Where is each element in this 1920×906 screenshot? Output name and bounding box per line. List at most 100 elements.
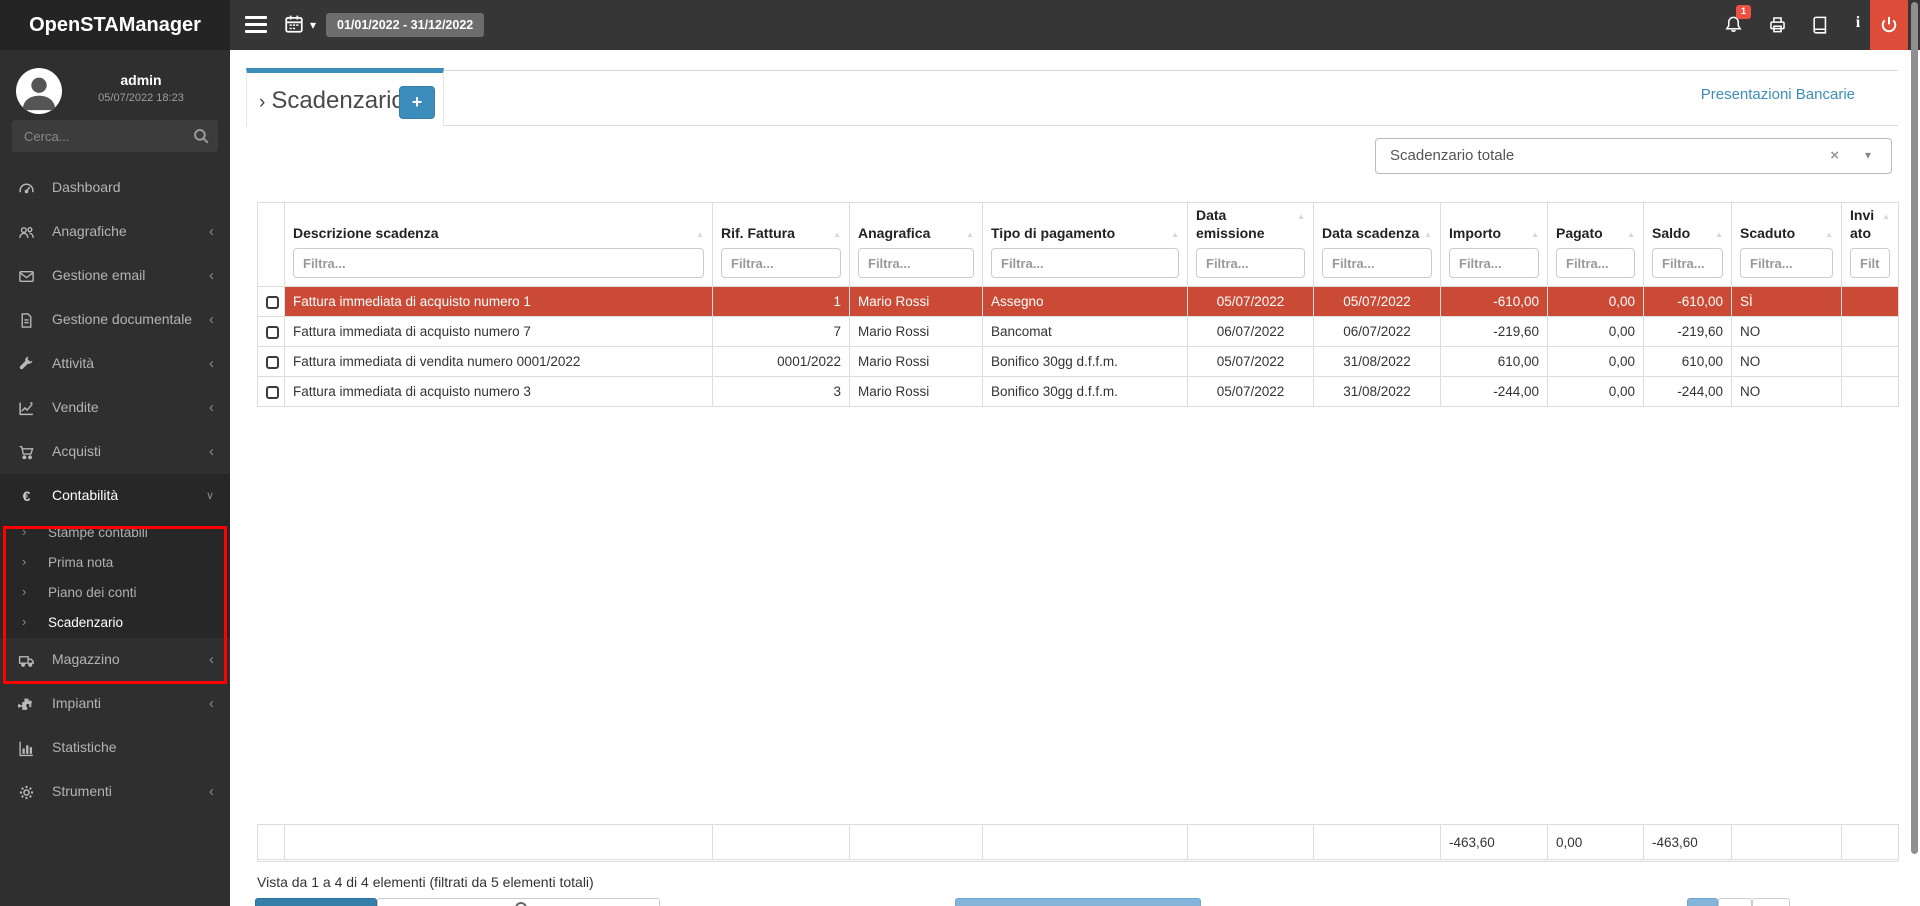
sidebar: admin 05/07/2022 18:23 Dashboard	[0, 50, 230, 906]
presentazioni-bancarie-link[interactable]: Presentazioni Bancarie	[1700, 86, 1855, 103]
filter-tipo-pagamento-input[interactable]	[991, 248, 1179, 278]
filter-inviato-input[interactable]	[1850, 248, 1890, 278]
search-input[interactable]	[12, 120, 188, 152]
bulk-action-button-partial[interactable]	[255, 898, 377, 906]
sidebar-item-anagrafiche[interactable]: Anagrafiche ‹	[0, 210, 230, 254]
header-rif-fattura[interactable]: ▲ Rif. Fattura	[712, 202, 850, 287]
table-row[interactable]: Fattura immediata di acquisto numero 7 7…	[257, 316, 1899, 347]
header-scaduto[interactable]: ▲ Scaduto	[1731, 202, 1842, 287]
chevron-icon: ‹	[209, 267, 214, 284]
submenu-arrow-icon: ›	[22, 554, 27, 569]
sidebar-subitem-scadenzario[interactable]: › Scadenzario	[22, 614, 124, 630]
submenu-arrow-icon: ›	[22, 584, 27, 599]
sidebar-item-dashboard[interactable]: Dashboard	[0, 166, 230, 210]
total-pagato: 0,00	[1547, 824, 1644, 861]
row-checkbox[interactable]	[266, 385, 279, 399]
chevron-icon: ‹	[209, 399, 214, 416]
card-top-border	[246, 70, 1898, 71]
info-button[interactable]: i	[1852, 14, 1864, 34]
header-saldo[interactable]: ▲ Saldo	[1643, 202, 1732, 287]
filter-scaduto-input[interactable]	[1740, 248, 1833, 278]
chevron-icon: ‹	[209, 355, 214, 372]
page-title: › Scadenzario	[259, 87, 405, 114]
table-row[interactable]: Fattura immediata di vendita numero 0001…	[257, 346, 1899, 377]
sidebar-item-magazzino[interactable]: Magazzino ‹	[0, 638, 230, 682]
sidebar-toggle-button[interactable]	[245, 16, 267, 34]
header-importo[interactable]: ▲ Importo	[1440, 202, 1548, 287]
scrollbar-thumb[interactable]	[1911, 2, 1918, 854]
filter-rif-fattura-input[interactable]	[721, 248, 841, 278]
filter-pagato-input[interactable]	[1556, 248, 1635, 278]
sidebar-item-gestione-email[interactable]: Gestione email ‹	[0, 254, 230, 298]
table-row[interactable]: Fattura immediata di acquisto numero 1 1…	[257, 286, 1899, 317]
header-pagato[interactable]: ▲ Pagato	[1547, 202, 1644, 287]
calendar-icon	[284, 14, 324, 34]
chevron-icon: ‹	[209, 223, 214, 240]
sidebar-subitem-prima-nota[interactable]: › Prima nota	[22, 554, 114, 570]
center-button-partial[interactable]	[955, 898, 1201, 906]
bar-chart-icon	[18, 740, 35, 757]
sidebar-item-acquisti[interactable]: Acquisti ‹	[0, 430, 230, 474]
header-descrizione[interactable]: ▲ Descrizione scadenza	[284, 202, 713, 287]
view-select-value: Scadenzario totale	[1390, 147, 1515, 164]
header-anagrafica[interactable]: ▲ Anagrafica	[849, 202, 983, 287]
chevron-down-icon: ∨	[205, 490, 214, 502]
row-checkbox[interactable]	[266, 325, 279, 339]
calendar-menu-button[interactable]: ▾	[284, 14, 324, 34]
tab-scadenzario[interactable]: › Scadenzario +	[246, 68, 444, 127]
filter-importo-input[interactable]	[1449, 248, 1539, 278]
sidebar-item-strumenti[interactable]: Strumenti ‹	[0, 770, 230, 814]
header-data-scadenza[interactable]: ▲ Data scadenza	[1313, 202, 1441, 287]
filter-data-emissione-input[interactable]	[1196, 248, 1305, 278]
pagination-active-page[interactable]	[1687, 898, 1718, 906]
sidebar-subitem-piano-dei-conti[interactable]: › Piano dei conti	[22, 584, 137, 600]
logout-button[interactable]	[1870, 0, 1908, 50]
table-info: Vista da 1 a 4 di 4 elementi (filtrati d…	[257, 874, 594, 890]
header-inviato[interactable]: ▲ Inviato	[1841, 202, 1899, 287]
contabilita-submenu: › Stampe contabili › Prima nota › Piano …	[0, 518, 230, 638]
view-select[interactable]: Scadenzario totale × ▾	[1375, 138, 1892, 174]
row-checkbox[interactable]	[266, 355, 279, 369]
submenu-arrow-icon: ›	[22, 524, 27, 539]
pagination-page-button[interactable]	[1718, 898, 1752, 906]
info-icon: i	[1855, 14, 1861, 31]
filter-descrizione-input[interactable]	[293, 248, 704, 278]
pagination-page-button[interactable]	[1752, 898, 1790, 906]
sort-icon: ▲	[833, 229, 841, 239]
docs-button[interactable]	[1810, 15, 1830, 35]
search-icon[interactable]	[192, 127, 210, 145]
sidebar-item-attivita[interactable]: Attività ‹	[0, 342, 230, 386]
filter-saldo-input[interactable]	[1652, 248, 1723, 278]
sidebar-subitem-stampe-contabili[interactable]: › Stampe contabili	[22, 524, 148, 540]
sort-icon: ▲	[1297, 212, 1305, 221]
header-data-emissione[interactable]: ▲ Data emissione	[1187, 202, 1314, 287]
filter-anagrafica-input[interactable]	[858, 248, 974, 278]
header-tipo-pagamento[interactable]: ▲ Tipo di pagamento	[982, 202, 1188, 287]
user-name: admin	[120, 72, 162, 88]
clear-icon[interactable]: ×	[1830, 147, 1839, 164]
book-icon	[1810, 15, 1830, 34]
document-icon	[18, 312, 35, 329]
envelope-icon	[18, 268, 35, 285]
print-button[interactable]	[1768, 15, 1788, 35]
sidebar-item-gestione-documentale[interactable]: Gestione documentale ‹	[0, 298, 230, 342]
breadcrumb-arrow-icon: ›	[259, 92, 266, 113]
row-checkbox[interactable]	[266, 295, 279, 309]
gear-icon	[18, 784, 35, 801]
chevron-icon: ‹	[209, 311, 214, 328]
sort-icon: ▲	[1531, 229, 1539, 239]
sidebar-item-vendite[interactable]: Vendite ‹	[0, 386, 230, 430]
submenu-arrow-icon: ›	[22, 614, 27, 629]
date-range-filter[interactable]: 01/01/2022 - 31/12/2022	[326, 13, 485, 37]
chevron-icon: ‹	[209, 651, 214, 668]
sidebar-item-statistiche[interactable]: Statistiche	[0, 726, 230, 770]
filter-data-scadenza-input[interactable]	[1322, 248, 1432, 278]
main-content: › Scadenzario + Presentazioni Bancarie Sc…	[230, 50, 1920, 906]
table-row[interactable]: Fattura immediata di acquisto numero 3 3…	[257, 376, 1899, 407]
scadenze-table: ▲Descrizione scadenza ▲Rif. Fattura ▲Ana…	[257, 202, 1899, 407]
add-record-button[interactable]: +	[399, 86, 435, 119]
chevron-icon: ‹	[209, 443, 214, 460]
sidebar-item-contabilita[interactable]: € Contabilità ∨	[0, 474, 230, 518]
sidebar-item-impianti[interactable]: Impianti ‹	[0, 682, 230, 726]
